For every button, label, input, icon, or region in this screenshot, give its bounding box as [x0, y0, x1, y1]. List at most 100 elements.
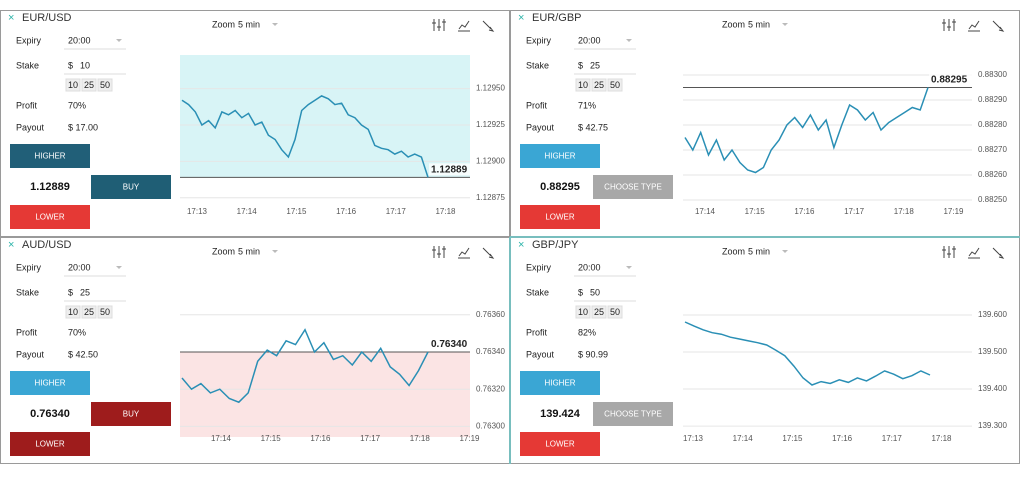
dropdown-caret[interactable] [626, 266, 632, 269]
expiry-value[interactable]: 20:00 [68, 262, 91, 272]
stake-option[interactable] [591, 78, 607, 92]
stake-option[interactable] [65, 78, 81, 92]
stake-value[interactable]: 25 [80, 287, 90, 297]
zoom-value[interactable]: 5 min [748, 246, 770, 256]
higher-button-label[interactable]: HIGHER [34, 152, 65, 161]
action-button[interactable] [593, 402, 673, 426]
payout-value: $ 90.99 [578, 349, 608, 359]
settings-icon[interactable] [432, 19, 446, 31]
lower-button[interactable] [10, 432, 90, 456]
higher-button[interactable] [10, 144, 90, 168]
dropdown-caret[interactable] [116, 39, 122, 42]
close-icon[interactable]: × [518, 239, 524, 251]
action-button-label[interactable]: BUY [123, 183, 140, 192]
stake-option-label[interactable]: 50 [100, 80, 110, 90]
stake-option[interactable] [591, 305, 607, 319]
zoom-caret[interactable] [782, 23, 788, 26]
higher-button-label[interactable]: HIGHER [34, 379, 65, 388]
action-button[interactable] [91, 402, 171, 426]
zoom-value[interactable]: 5 min [238, 246, 260, 256]
zoom-label: Zoom [722, 19, 745, 29]
x-tick-label: 17:14 [211, 434, 232, 443]
stake-option[interactable] [607, 78, 623, 92]
price-series [684, 321, 931, 386]
stake-option-label[interactable]: 10 [578, 80, 588, 90]
stake-option-label[interactable]: 50 [610, 307, 620, 317]
stake-option[interactable] [97, 305, 113, 319]
higher-button[interactable] [10, 371, 90, 395]
lower-button[interactable] [520, 432, 600, 456]
payout-value: $ 42.50 [68, 349, 98, 359]
x-tick-label: 17:14 [695, 207, 716, 216]
stake-option[interactable] [575, 78, 591, 92]
higher-button[interactable] [520, 144, 600, 168]
draw-icon[interactable] [992, 20, 1005, 32]
draw-icon[interactable] [482, 20, 495, 32]
action-button-label[interactable]: BUY [123, 410, 140, 419]
chart-type-icon[interactable] [968, 20, 980, 32]
lower-button-label[interactable]: LOWER [35, 440, 65, 449]
lower-button-label[interactable]: LOWER [545, 440, 575, 449]
stake-value[interactable]: 50 [590, 287, 600, 297]
zoom-value[interactable]: 5 min [238, 19, 260, 29]
action-button[interactable] [91, 175, 171, 199]
expiry-value[interactable]: 20:00 [68, 35, 91, 45]
action-button-label[interactable]: CHOOSE TYPE [604, 183, 662, 192]
stake-option[interactable] [607, 305, 623, 319]
draw-icon[interactable] [992, 247, 1005, 259]
expiry-value[interactable]: 20:00 [578, 35, 601, 45]
chart-type-icon[interactable] [458, 20, 470, 32]
stake-option[interactable] [81, 78, 97, 92]
stake-value[interactable]: 10 [80, 60, 90, 70]
expiry-value[interactable]: 20:00 [578, 262, 601, 272]
zoom-label: Zoom [212, 246, 235, 256]
stake-option-label[interactable]: 10 [578, 307, 588, 317]
close-icon[interactable]: × [518, 12, 524, 24]
current-price: 139.424 [540, 408, 581, 420]
action-button[interactable] [593, 175, 673, 199]
stake-label: Stake [16, 287, 39, 297]
dropdown-caret[interactable] [116, 266, 122, 269]
zoom-caret[interactable] [272, 23, 278, 26]
chart-type-icon[interactable] [458, 247, 470, 259]
last-price-label: 0.88295 [931, 75, 968, 86]
payout-label: Payout [526, 349, 555, 359]
stake-option-label[interactable]: 25 [594, 307, 604, 317]
lower-button-label[interactable]: LOWER [545, 213, 575, 222]
profit-label: Profit [526, 100, 548, 110]
close-icon[interactable]: × [8, 12, 14, 24]
draw-icon[interactable] [482, 247, 495, 259]
chart-type-icon[interactable] [968, 247, 980, 259]
stake-option[interactable] [97, 78, 113, 92]
stake-option[interactable] [575, 305, 591, 319]
higher-button-label[interactable]: HIGHER [544, 152, 575, 161]
x-tick-label: 17:16 [794, 207, 815, 216]
currency: $ [68, 60, 73, 70]
stake-option-label[interactable]: 50 [610, 80, 620, 90]
action-button-label[interactable]: CHOOSE TYPE [604, 410, 662, 419]
zoom-caret[interactable] [782, 250, 788, 253]
lower-button-label[interactable]: LOWER [35, 213, 65, 222]
close-icon[interactable]: × [8, 239, 14, 251]
stake-option-label[interactable]: 25 [84, 80, 94, 90]
stake-option-label[interactable]: 50 [100, 307, 110, 317]
zoom-caret[interactable] [272, 250, 278, 253]
lower-button[interactable] [520, 205, 600, 229]
x-tick-label: 17:14 [733, 434, 754, 443]
stake-option[interactable] [65, 305, 81, 319]
settings-icon[interactable] [942, 246, 956, 258]
stake-option-label[interactable]: 10 [68, 307, 78, 317]
stake-value[interactable]: 25 [590, 60, 600, 70]
stake-option-label[interactable]: 25 [84, 307, 94, 317]
higher-button[interactable] [520, 371, 600, 395]
higher-button-label[interactable]: HIGHER [544, 379, 575, 388]
stake-option[interactable] [81, 305, 97, 319]
stake-option-label[interactable]: 10 [68, 80, 78, 90]
settings-icon[interactable] [942, 19, 956, 31]
settings-icon[interactable] [432, 246, 446, 258]
dropdown-caret[interactable] [626, 39, 632, 42]
lower-button[interactable] [10, 205, 90, 229]
x-tick-label: 17:15 [745, 207, 766, 216]
zoom-value[interactable]: 5 min [748, 19, 770, 29]
stake-option-label[interactable]: 25 [594, 80, 604, 90]
